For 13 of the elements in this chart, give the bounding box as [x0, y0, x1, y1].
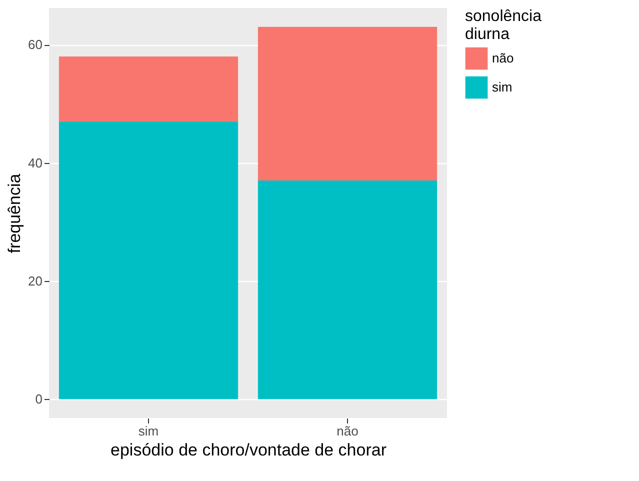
- bar: [58, 56, 238, 122]
- y-tick-label: 0: [35, 392, 42, 407]
- y-tick-label: 20: [28, 273, 42, 288]
- y-tick-label: 60: [28, 37, 42, 52]
- bar: [258, 26, 438, 181]
- legend-title: sonolência diurna: [465, 8, 542, 43]
- y-axis-title: frequência: [5, 173, 24, 254]
- x-axis-title: episódio de choro/vontade de chorar: [110, 440, 387, 460]
- bar: [58, 121, 238, 400]
- bar: [258, 180, 438, 400]
- legend-label: não: [492, 50, 514, 66]
- legend-label: sim: [492, 80, 512, 94]
- y-tick-label: 40: [28, 155, 42, 170]
